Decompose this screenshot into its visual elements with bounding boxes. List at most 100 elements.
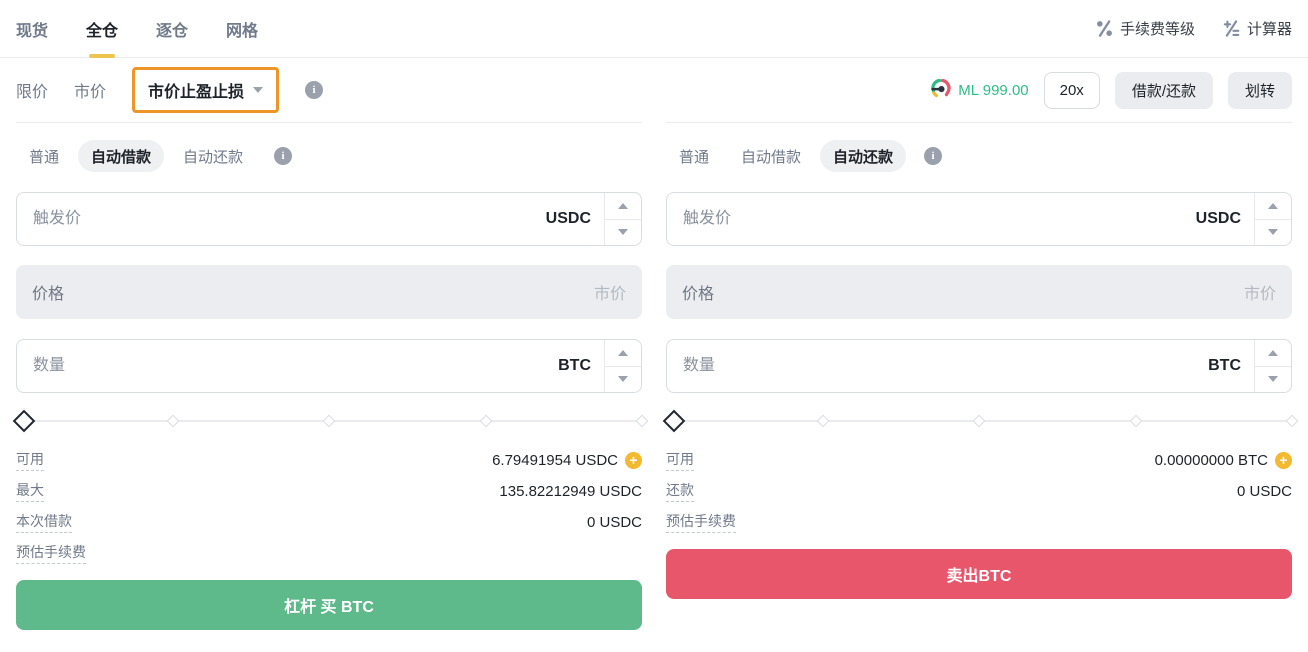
order-type-bar: 限价 市价 市价止盈止损 i ML 999.00 20x 借款/还款 划转 bbox=[0, 58, 1308, 122]
buy-amount-stepper bbox=[604, 340, 641, 392]
sell-mode-normal[interactable]: 普通 bbox=[679, 148, 710, 166]
order-type-info-icon[interactable]: i bbox=[305, 81, 324, 99]
order-type-limit[interactable]: 限价 bbox=[16, 84, 49, 101]
buy-amount-slider bbox=[12, 408, 649, 434]
chevron-down-icon bbox=[253, 87, 264, 93]
triangle-up-icon bbox=[1268, 349, 1278, 356]
triangle-down-icon bbox=[1268, 376, 1278, 383]
slider-mark-100[interactable] bbox=[1285, 414, 1299, 428]
buy-price-label: 价格 bbox=[32, 286, 65, 303]
triangle-up-icon bbox=[1268, 202, 1278, 209]
buy-price-value: 市价 bbox=[593, 286, 626, 303]
order-type-market[interactable]: 市价 bbox=[74, 84, 107, 101]
triangle-up-icon bbox=[618, 202, 628, 209]
sell-amount-input[interactable] bbox=[667, 340, 1209, 392]
triangle-down-icon bbox=[618, 376, 628, 383]
slider-mark-25[interactable] bbox=[816, 414, 829, 428]
percent-icon bbox=[1096, 20, 1113, 37]
step-down-button[interactable] bbox=[605, 218, 641, 246]
slider-mark-75[interactable] bbox=[479, 414, 492, 428]
step-down-button[interactable] bbox=[1255, 365, 1291, 393]
borrow-repay-button[interactable]: 借款/还款 bbox=[1114, 71, 1213, 109]
buy-trigger-price-input[interactable] bbox=[17, 193, 546, 245]
add-funds-icon[interactable]: + bbox=[1275, 451, 1292, 469]
slider-mark-50[interactable] bbox=[322, 414, 336, 428]
buy-amount-input[interactable] bbox=[17, 340, 559, 392]
info-row-est-fee: 预估手续费 bbox=[16, 542, 642, 564]
buy-amount-unit: BTC bbox=[558, 357, 591, 374]
info-value: 0.00000000 BTC bbox=[1154, 451, 1268, 469]
sell-price-value: 市价 bbox=[1243, 286, 1276, 303]
slider-mark-50[interactable] bbox=[972, 414, 986, 428]
info-row-max: 最大 135.82212949 USDC bbox=[16, 480, 642, 502]
info-value: 0 USDC bbox=[1236, 482, 1292, 500]
tab-isolated-margin[interactable]: 逐仓 bbox=[156, 22, 189, 40]
triangle-down-icon bbox=[618, 229, 628, 236]
info-label: 预估手续费 bbox=[16, 542, 86, 564]
sell-price-field-disabled: 价格 市价 bbox=[666, 265, 1292, 319]
sell-mode-info-icon[interactable]: i bbox=[924, 147, 943, 165]
sell-trigger-unit: USDC bbox=[1195, 210, 1241, 227]
sell-trigger-price-field: USDC bbox=[666, 192, 1292, 246]
market-tabs: 现货 全仓 逐仓 网格 bbox=[16, 0, 258, 58]
step-up-button[interactable] bbox=[1255, 193, 1291, 219]
slider-mark-25[interactable] bbox=[166, 414, 179, 428]
info-value: 6.79491954 USDC bbox=[492, 451, 618, 469]
triangle-down-icon bbox=[1268, 229, 1278, 236]
buy-mode-auto-borrow[interactable]: 自动借款 bbox=[78, 140, 165, 172]
slider-handle[interactable] bbox=[662, 409, 686, 433]
margin-level-indicator[interactable]: ML 999.00 bbox=[930, 77, 1029, 104]
buy-price-field-disabled: 价格 市价 bbox=[16, 265, 642, 319]
fee-level-label: 手续费等级 bbox=[1119, 21, 1195, 38]
info-label: 本次借款 bbox=[16, 511, 72, 533]
calculator-icon bbox=[1223, 20, 1240, 37]
info-row-repay: 还款 0 USDC bbox=[666, 481, 1292, 502]
sell-mode-auto-repay[interactable]: 自动还款 bbox=[820, 140, 907, 172]
step-down-button[interactable] bbox=[605, 365, 641, 393]
sell-mode-auto-borrow[interactable]: 自动借款 bbox=[741, 148, 802, 166]
step-down-button[interactable] bbox=[1255, 218, 1291, 246]
info-value: 135.82212949 USDC bbox=[499, 482, 642, 500]
tab-cross-margin[interactable]: 全仓 bbox=[86, 0, 118, 58]
sell-amount-unit: BTC bbox=[1208, 357, 1241, 374]
step-up-button[interactable] bbox=[1255, 340, 1291, 366]
order-forms: 普通 自动借款 自动还款 i USDC 价格 市价 BTC bbox=[0, 122, 1308, 630]
sell-amount-stepper bbox=[1254, 340, 1291, 392]
slider-mark-100[interactable] bbox=[635, 414, 649, 428]
margin-level-value: ML 999.00 bbox=[958, 81, 1029, 99]
calculator-label: 计算器 bbox=[1246, 21, 1292, 38]
buy-trigger-stepper bbox=[604, 193, 641, 245]
buy-mode-normal[interactable]: 普通 bbox=[29, 148, 60, 166]
buy-trigger-unit: USDC bbox=[545, 210, 591, 227]
step-up-button[interactable] bbox=[605, 193, 641, 219]
info-row-est-fee: 预估手续费 bbox=[666, 511, 1292, 533]
transfer-button[interactable]: 划转 bbox=[1227, 71, 1292, 109]
info-value: 0 USDC bbox=[586, 513, 642, 531]
margin-sell-button[interactable]: 卖出BTC bbox=[666, 549, 1292, 599]
slider-handle[interactable] bbox=[12, 409, 36, 433]
top-nav: 现货 全仓 逐仓 网格 手续费等级 bbox=[0, 0, 1308, 58]
add-funds-icon[interactable]: + bbox=[625, 451, 642, 469]
buy-mode-info-icon[interactable]: i bbox=[274, 147, 293, 165]
info-label: 可用 bbox=[666, 449, 694, 471]
buy-mode-auto-repay[interactable]: 自动还款 bbox=[183, 148, 244, 166]
sell-panel: 普通 自动借款 自动还款 i USDC 价格 市价 BTC bbox=[662, 122, 1299, 630]
buy-panel: 普通 自动借款 自动还款 i USDC 价格 市价 BTC bbox=[12, 122, 649, 630]
sell-amount-field: BTC bbox=[666, 339, 1292, 393]
step-up-button[interactable] bbox=[605, 340, 641, 366]
buy-info-rows: 可用 6.79491954 USDC + 最大 135.82212949 USD… bbox=[16, 449, 642, 564]
gauge-icon bbox=[930, 77, 952, 104]
fee-level-link[interactable]: 手续费等级 bbox=[1096, 18, 1195, 39]
margin-buy-button[interactable]: 杠杆 买 BTC bbox=[16, 580, 642, 630]
tab-spot[interactable]: 现货 bbox=[16, 22, 49, 40]
info-label: 预估手续费 bbox=[666, 511, 736, 533]
sell-trigger-price-input[interactable] bbox=[667, 193, 1196, 245]
info-label: 可用 bbox=[16, 449, 44, 471]
top-nav-links: 手续费等级 计算器 bbox=[1096, 18, 1292, 39]
info-label: 最大 bbox=[16, 480, 44, 502]
calculator-link[interactable]: 计算器 bbox=[1223, 18, 1292, 39]
leverage-button[interactable]: 20x bbox=[1043, 71, 1100, 109]
order-type-dropdown[interactable]: 市价止盈止损 bbox=[132, 67, 280, 113]
slider-mark-75[interactable] bbox=[1129, 414, 1142, 428]
tab-grid[interactable]: 网格 bbox=[226, 22, 259, 40]
